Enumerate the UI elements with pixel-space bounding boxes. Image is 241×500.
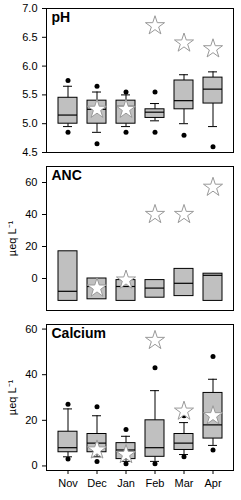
svg-text:Jan: Jan bbox=[117, 477, 135, 489]
svg-text:Calcium: Calcium bbox=[52, 325, 106, 341]
svg-text:60: 60 bbox=[25, 323, 37, 335]
svg-text:6.5: 6.5 bbox=[22, 31, 37, 43]
svg-text:Mar: Mar bbox=[175, 477, 194, 489]
svg-text:ANC: ANC bbox=[52, 167, 82, 183]
svg-text:Apr: Apr bbox=[204, 477, 221, 489]
svg-text:Feb: Feb bbox=[146, 477, 165, 489]
svg-text:7.0: 7.0 bbox=[22, 2, 37, 14]
svg-text:60: 60 bbox=[25, 176, 37, 188]
svg-text:µeq L⁻¹: µeq L⁻¹ bbox=[6, 220, 18, 256]
svg-text:Nov: Nov bbox=[58, 477, 78, 489]
svg-text:pH: pH bbox=[52, 9, 71, 25]
svg-text:µeq L⁻¹: µeq L⁻¹ bbox=[6, 379, 18, 415]
svg-text:0: 0 bbox=[31, 459, 37, 471]
svg-text:40: 40 bbox=[25, 368, 37, 380]
svg-text:4.5: 4.5 bbox=[22, 146, 37, 158]
svg-text:20: 20 bbox=[25, 414, 37, 426]
svg-text:20: 20 bbox=[25, 240, 37, 252]
svg-text:5.0: 5.0 bbox=[22, 117, 37, 129]
svg-text:40: 40 bbox=[25, 208, 37, 220]
svg-text:6.0: 6.0 bbox=[22, 60, 37, 72]
svg-text:5.5: 5.5 bbox=[22, 88, 37, 100]
svg-text:0: 0 bbox=[31, 272, 37, 284]
svg-text:Dec: Dec bbox=[87, 477, 107, 489]
